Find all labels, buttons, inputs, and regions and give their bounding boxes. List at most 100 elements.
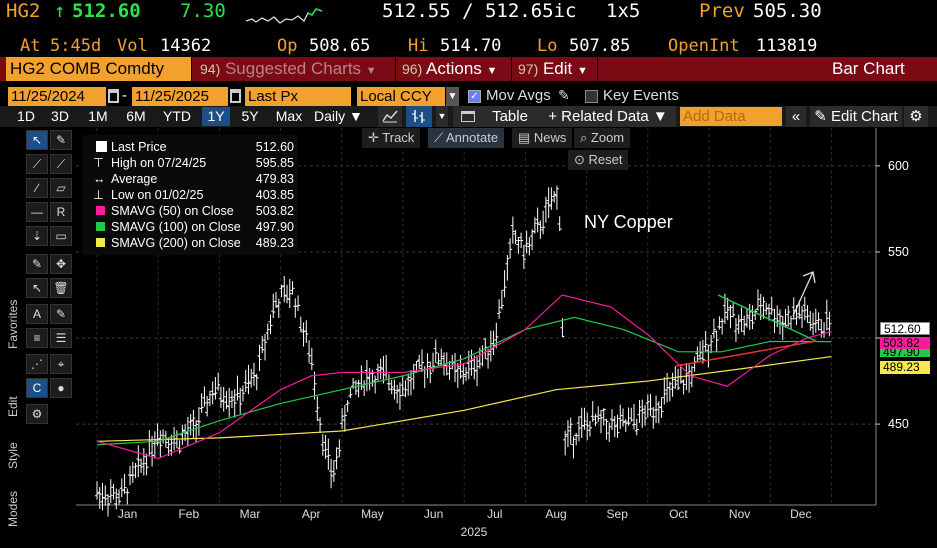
annotation-text[interactable]: NY Copper xyxy=(584,212,673,232)
actions-menu[interactable]: 96) Actions ▼ xyxy=(398,57,512,81)
line-style-icon[interactable]: ≡ xyxy=(26,328,48,348)
sparkline xyxy=(246,8,323,24)
bar-chart-icon[interactable] xyxy=(406,106,432,127)
ticker: HG2 xyxy=(6,0,41,22)
legend-high[interactable]: ⊤ High on 07/24/25 595.85 xyxy=(93,156,294,170)
range-1m[interactable]: 1M xyxy=(88,108,108,124)
edit-menu[interactable]: 97) Edit ▼ xyxy=(514,57,598,81)
at-label: At xyxy=(20,36,41,56)
pen-tool-icon[interactable]: ✎ xyxy=(50,130,72,150)
sma200-line xyxy=(96,355,832,442)
currency-dropdown-icon[interactable]: ▼ xyxy=(446,87,459,106)
range-3d[interactable]: 3D xyxy=(51,108,69,124)
range-ytd[interactable]: YTD xyxy=(163,108,191,124)
price-tag-sma200: 489.23 xyxy=(880,361,930,374)
news-button[interactable]: ▤ News xyxy=(512,128,573,148)
crosshair-mode-icon[interactable]: ⌖ xyxy=(50,354,72,374)
color-palette-icon[interactable]: ● xyxy=(50,378,72,398)
rectangle-tool-icon[interactable]: ▭ xyxy=(50,226,72,246)
x-tick-label: May xyxy=(361,507,384,521)
line-tool-icon[interactable]: ∕ xyxy=(26,178,48,198)
settings-gear-icon[interactable]: ⚙ xyxy=(26,404,48,424)
legend-sma200[interactable]: SMAVG (200) on Close 489.23 xyxy=(83,235,298,251)
prev-label: Prev xyxy=(699,0,745,22)
breakout-arrowhead xyxy=(802,271,816,284)
table-button[interactable]: Table xyxy=(453,106,553,127)
reset-button[interactable]: ⊙ Reset xyxy=(568,150,629,170)
price-tag-last: 512.60 xyxy=(880,322,930,336)
edit-chart-button[interactable]: ✎ Edit Chart xyxy=(810,106,902,127)
breakout-arrow xyxy=(792,271,814,317)
mov-avgs-checkbox[interactable]: ✓ xyxy=(468,90,481,103)
text-tool-icon[interactable]: A xyxy=(26,304,48,324)
calendar-icon[interactable] xyxy=(108,89,119,103)
y-tick-label: 600 xyxy=(888,159,909,173)
date-separator: - xyxy=(122,87,127,104)
collapse-icon[interactable]: « xyxy=(786,106,806,127)
period-select[interactable]: Daily ▼ xyxy=(314,108,363,124)
open-price: 508.65 xyxy=(309,36,371,56)
range-6m[interactable]: 6M xyxy=(126,108,146,124)
legend-sma100[interactable]: SMAVG (100) on Close 497.90 xyxy=(83,219,298,235)
triangle-upper-trendline xyxy=(717,294,817,342)
start-date-field[interactable]: 11/25/2024 xyxy=(8,87,106,106)
select-tool-icon[interactable]: ↖ xyxy=(26,278,48,298)
suggested-charts-menu[interactable]: 94) Suggested Charts ▼ xyxy=(196,57,396,81)
range-max[interactable]: Max xyxy=(275,108,303,124)
range-1d[interactable]: 1D xyxy=(17,108,35,124)
annotate-button[interactable]: ⟋ Annotate xyxy=(428,128,505,148)
x-tick-label: Aug xyxy=(545,507,566,521)
range-1y[interactable]: 1Y xyxy=(202,107,230,126)
y-tick-label: 450 xyxy=(888,417,909,431)
trendline-tool-icon[interactable]: ⟋ xyxy=(26,154,48,174)
high-label: Hi xyxy=(408,36,429,56)
pointer-tool-icon[interactable]: ↖ xyxy=(26,130,48,150)
key-events-checkbox[interactable] xyxy=(585,90,598,103)
chart-style-dropdown-icon[interactable]: ▼ xyxy=(436,106,448,127)
legend-last-price[interactable]: Last Price 512.60 xyxy=(83,139,298,155)
dashed-mode-icon[interactable]: ⋰ xyxy=(26,354,48,374)
legend-average[interactable]: ↔ Average 479.83 xyxy=(93,172,294,186)
x-tick-label: Mar xyxy=(240,507,261,521)
x-tick-label: Jan xyxy=(118,507,137,521)
chart-legend: Last Price 512.60 ⊤ High on 07/24/25 595.85… xyxy=(83,135,298,255)
open-interest-label: OpenInt xyxy=(668,36,740,56)
y-axis: 450 550 600 xyxy=(876,159,909,431)
color-tool-icon[interactable]: ✎ xyxy=(50,304,72,324)
menu-bar: HG2 COMB Comdty 94) Suggested Charts ▼ 9… xyxy=(0,57,937,81)
y-tick-label: 550 xyxy=(888,245,909,259)
drawing-toolbar: Favorites Edit Style Modes ↖ ✎ ⟋ ⟋ ∕ ▱ —… xyxy=(0,127,76,527)
bid-ask-size: 1x5 xyxy=(606,0,641,22)
related-data-button[interactable]: + Related Data ▼ xyxy=(540,106,676,127)
legend-sma50[interactable]: SMAVG (50) on Close 503.82 xyxy=(83,203,298,219)
calendar-icon[interactable] xyxy=(230,89,241,103)
net-change: 7.30 xyxy=(180,0,226,22)
brush-tool-icon[interactable]: ✎ xyxy=(26,254,48,274)
currency-select[interactable]: Local CCY xyxy=(357,87,445,106)
gear-icon[interactable]: ⚙ xyxy=(904,106,928,127)
retracement-tool-icon[interactable]: R xyxy=(50,202,72,222)
ray-tool-icon[interactable]: ⟋ xyxy=(50,154,72,174)
channel-tool-icon[interactable]: ▱ xyxy=(50,178,72,198)
range-5y[interactable]: 5Y xyxy=(241,108,259,124)
line-chart-icon[interactable] xyxy=(378,106,402,127)
prev-close: 505.30 xyxy=(753,0,822,22)
line-weight-icon[interactable]: ☰ xyxy=(50,328,72,348)
end-date-field[interactable]: 11/25/2025 xyxy=(132,87,228,106)
legend-low[interactable]: ⊥ Low on 01/02/25 403.85 xyxy=(93,188,294,202)
move-tool-icon[interactable]: ✥ xyxy=(50,254,72,274)
x-tick-label: Apr xyxy=(302,507,321,521)
add-data-input[interactable]: Add Data xyxy=(680,107,782,126)
bid-ask: 512.55 / 512.65ic xyxy=(382,0,577,22)
security-field[interactable]: HG2 COMB Comdty xyxy=(6,57,192,81)
low-price: 507.85 xyxy=(569,36,631,56)
track-button[interactable]: ✛ Track xyxy=(362,128,421,148)
magnet-mode-icon[interactable]: C xyxy=(26,378,48,398)
zoom-button[interactable]: ⌕ Zoom xyxy=(574,128,631,148)
trash-icon[interactable]: 🗑 xyxy=(50,278,72,298)
pencil-icon[interactable]: ✎ xyxy=(558,87,570,103)
horizontal-line-icon[interactable]: — xyxy=(26,202,48,222)
fib-tool-icon[interactable]: ⇣ xyxy=(26,226,48,246)
triangle-lower-trendline xyxy=(675,340,817,367)
field-select[interactable]: Last Px xyxy=(245,87,351,106)
